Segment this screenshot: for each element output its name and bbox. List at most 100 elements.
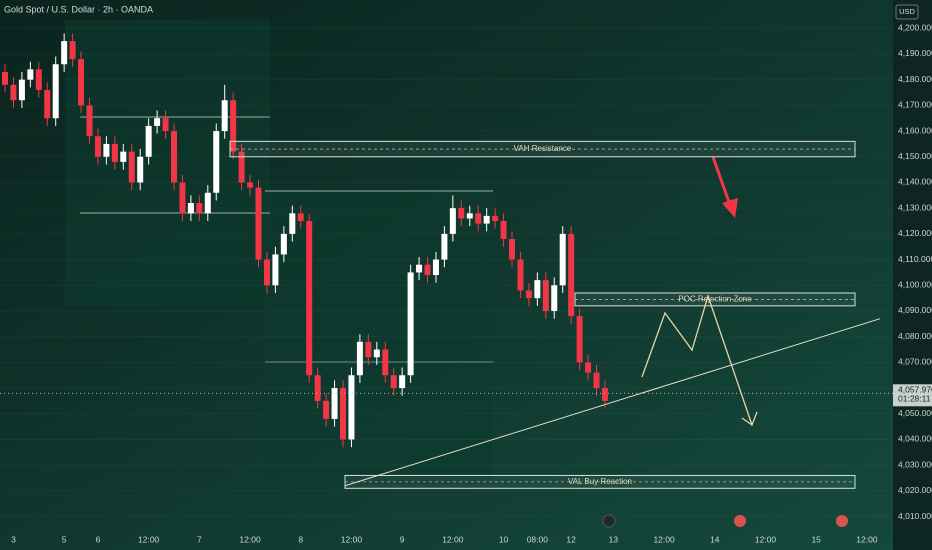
y-tick-label: 4,010.000 — [898, 511, 932, 521]
x-tick-label: 12:00 — [442, 534, 464, 544]
candle-body — [204, 192, 211, 214]
candle-body — [86, 105, 93, 137]
candle-body — [35, 69, 42, 90]
candle-body — [458, 208, 465, 219]
candle-body — [162, 118, 169, 132]
candle-body — [221, 100, 228, 132]
candle-body — [331, 388, 338, 419]
candle-body — [255, 187, 262, 260]
candle-body — [238, 151, 245, 183]
candle-body — [416, 264, 423, 273]
price-axis-panel — [893, 0, 932, 550]
y-tick-label: 4,050.000 — [898, 408, 932, 418]
candle-body — [601, 388, 608, 401]
event-icon[interactable] — [602, 514, 616, 528]
candle-body — [390, 375, 397, 389]
candle-body — [78, 59, 85, 106]
candle-body — [196, 203, 203, 214]
candle-body — [111, 143, 118, 162]
y-tick-label: 4,130.000 — [898, 202, 932, 212]
candle-body — [120, 151, 127, 162]
x-tick-label: 6 — [96, 534, 101, 544]
y-tick-label: 4,110.000 — [898, 254, 932, 264]
x-tick-label: 12:00 — [341, 534, 363, 544]
y-tick-label: 4,090.000 — [898, 305, 932, 315]
event-icon[interactable] — [734, 515, 746, 527]
y-tick-label: 4,120.000 — [898, 228, 932, 238]
candle-body — [44, 89, 51, 119]
candle-body — [542, 280, 549, 311]
y-tick-label: 4,180.000 — [898, 74, 932, 84]
candle-body — [593, 372, 600, 389]
red-arrow — [711, 156, 732, 206]
y-tick-label: 4,070.000 — [898, 357, 932, 367]
y-tick-label: 4,140.000 — [898, 177, 932, 187]
x-tick-label: 3 — [11, 534, 16, 544]
candle-body — [103, 143, 110, 157]
candle-body — [340, 388, 346, 440]
y-tick-label: 4,190.000 — [898, 48, 932, 58]
candle-body — [145, 125, 152, 157]
currency-box — [895, 4, 919, 20]
x-tick-label: 8 — [298, 534, 303, 544]
x-tick-label: 5 — [62, 534, 67, 544]
x-tick-label: 14 — [710, 534, 720, 544]
candle-body — [230, 100, 237, 152]
candle-body — [187, 203, 194, 214]
x-tick-label: 12 — [566, 534, 576, 544]
candle-body — [2, 71, 8, 85]
event-icon[interactable] — [836, 515, 848, 527]
candle-body — [407, 272, 414, 376]
y-tick-label: 4,080.000 — [898, 331, 932, 341]
candle-body — [509, 239, 515, 260]
x-tick-label: 13 — [609, 534, 619, 544]
candle-body — [585, 362, 592, 373]
candle-body — [297, 213, 304, 222]
candle-body — [314, 375, 321, 401]
candle-body — [94, 136, 101, 157]
candle-body — [61, 41, 68, 65]
zone-label: VAH Resistance — [514, 144, 572, 153]
y-tick-label: 4,100.000 — [898, 280, 932, 290]
x-tick-label: 08:00 — [527, 534, 549, 544]
candle-body — [365, 341, 372, 358]
zone-label: VAL Buy Reaction — [568, 477, 632, 486]
candle-body — [213, 131, 220, 193]
x-tick-label: 12:00 — [138, 534, 160, 544]
candle-body — [534, 280, 541, 299]
candle-body — [432, 259, 439, 275]
x-tick-label: 12:00 — [653, 534, 675, 544]
candle-body — [306, 221, 313, 376]
profile-panel — [265, 190, 493, 485]
candle-body — [483, 215, 490, 224]
candle-body — [69, 41, 76, 60]
x-tick-label: 12:00 — [755, 534, 777, 544]
candle-body — [399, 375, 406, 389]
candle-body — [551, 285, 558, 311]
candle-body — [280, 233, 287, 255]
red-arrowhead — [722, 198, 738, 218]
candle-body — [179, 182, 186, 214]
candle-body — [10, 84, 17, 101]
candle-body — [272, 254, 279, 286]
candle-body — [449, 208, 456, 234]
candle-body — [568, 233, 575, 317]
candle-body — [441, 233, 448, 260]
y-tick-label: 4,160.000 — [898, 125, 932, 135]
candle-body — [373, 349, 380, 358]
profile-panel — [65, 20, 270, 305]
projection-path — [641, 293, 753, 426]
candle-body — [137, 156, 144, 183]
candle-body — [517, 259, 524, 291]
y-tick-label: 4,150.000 — [898, 151, 932, 161]
candle-body — [171, 131, 177, 183]
chart-title: Gold Spot / U.S. Dollar · 2h · OANDA — [4, 4, 153, 14]
x-tick-label: 7 — [197, 534, 202, 544]
x-tick-label: 15 — [811, 534, 821, 544]
x-tick-label: 12:00 — [239, 534, 261, 544]
candle-body — [500, 221, 507, 240]
y-tick-label: 4,200.000 — [898, 23, 932, 33]
candle-body — [323, 400, 330, 419]
candle-body — [263, 259, 270, 286]
